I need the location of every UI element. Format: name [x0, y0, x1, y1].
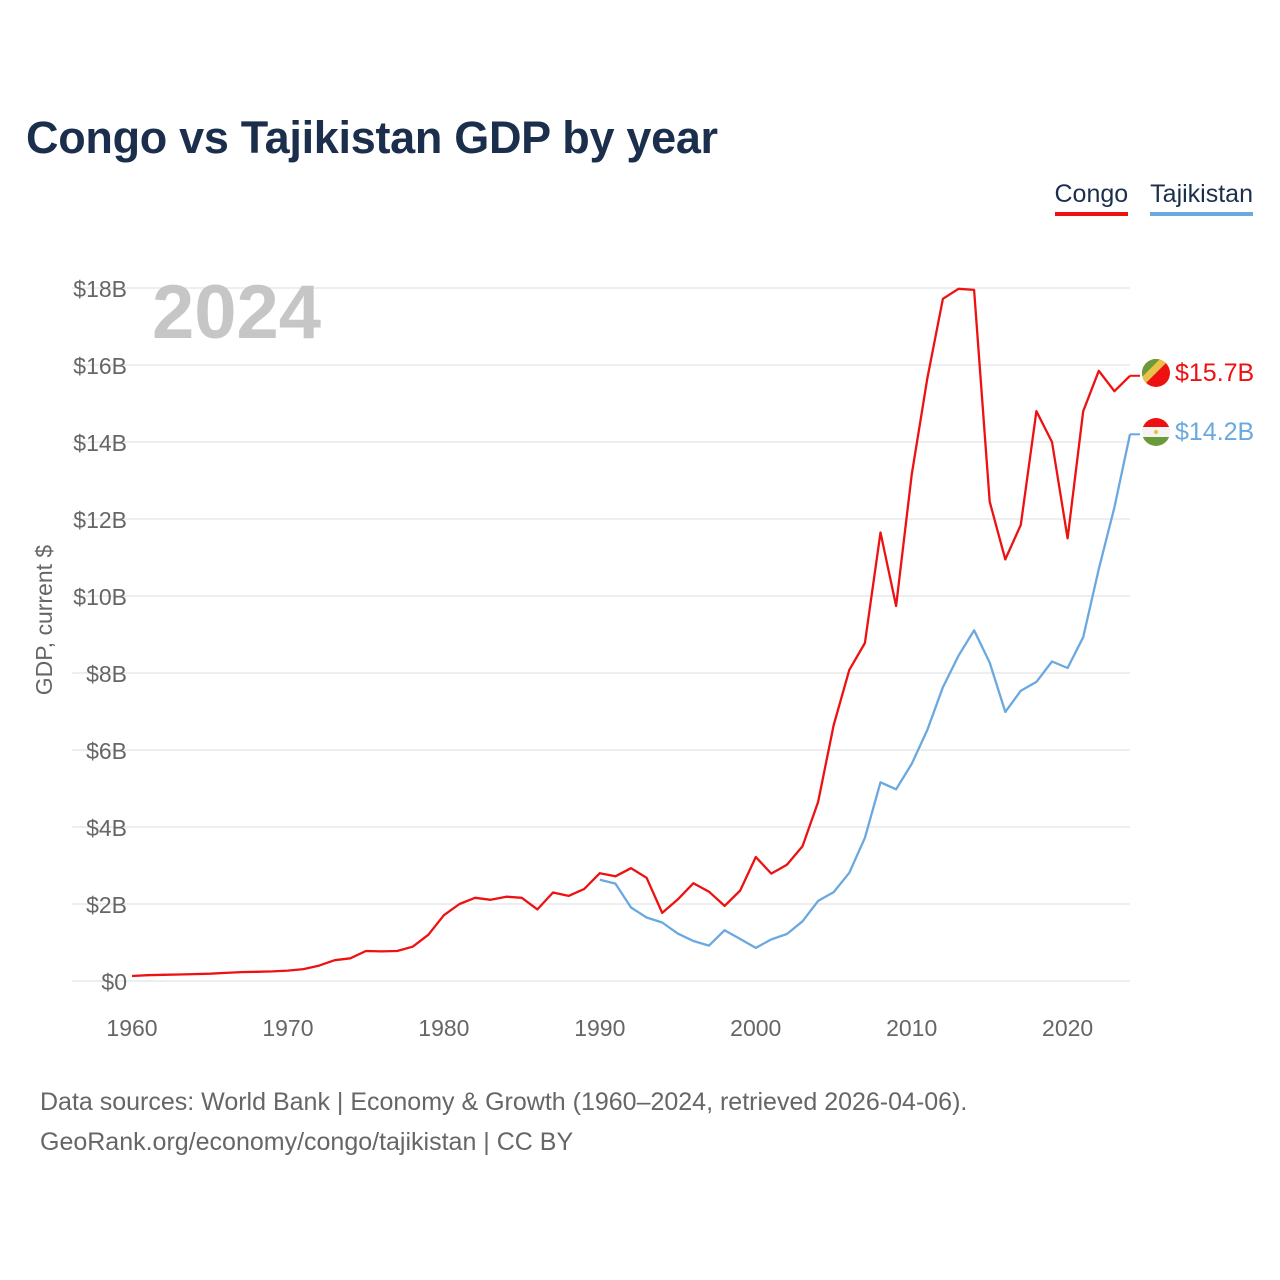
y-tick-label: $6B [86, 738, 127, 764]
chart-title: Congo vs Tajikistan GDP by year [26, 112, 718, 163]
x-tick-label: 2020 [1042, 1015, 1093, 1041]
congo-end-label: $15.7B [1175, 359, 1254, 387]
y-tick-label: $8B [86, 661, 127, 687]
y-tick-label: $14B [73, 430, 127, 456]
y-tick-label: $2B [86, 892, 127, 918]
y-tick-label: $16B [73, 353, 127, 379]
series-line-tajikistan [599, 434, 1132, 950]
x-tick-label: 2010 [886, 1015, 937, 1041]
legend-item-tajikistan[interactable]: Tajikistan [1150, 180, 1253, 216]
y-tick-label: $18B [73, 276, 127, 302]
y-tick-label: $10B [73, 584, 127, 610]
x-tick-label: 1960 [106, 1015, 157, 1041]
grid-lines [72, 287, 1130, 982]
legend-item-congo[interactable]: Congo [1054, 180, 1129, 216]
y-tick-label: $12B [73, 507, 127, 533]
data-source-text: Data sources: World Bank | Economy & Gro… [40, 1088, 968, 1116]
x-tick-label: 1970 [262, 1015, 313, 1041]
x-tick-label: 1990 [574, 1015, 625, 1041]
y-axis-label: GDP, current $ [31, 545, 57, 696]
y-tick-label: $0 [101, 969, 127, 995]
series-line-congo [131, 287, 1131, 978]
tajikistan-flag-icon [1142, 418, 1170, 446]
series-lines [131, 287, 1140, 978]
source-link-text[interactable]: GeoRank.org/economy/congo/tajikistan | C… [40, 1128, 574, 1156]
y-tick-label: $4B [86, 815, 127, 841]
y-axis-ticks: $0 $2B $4B $6B $8B $10B $12B $14B $16B $18B [73, 276, 127, 995]
x-tick-label: 2000 [730, 1015, 781, 1041]
x-axis-ticks: 1960 1970 1980 1990 2000 2010 2020 [106, 1015, 1093, 1041]
legend: Congo Tajikistan [1054, 180, 1253, 216]
footer: Data sources: World Bank | Economy & Gro… [40, 1082, 967, 1162]
x-tick-label: 1980 [418, 1015, 469, 1041]
tajikistan-end-label: $14.2B [1175, 418, 1254, 446]
year-watermark: 2024 [152, 270, 321, 355]
congo-flag-icon [1142, 359, 1170, 387]
